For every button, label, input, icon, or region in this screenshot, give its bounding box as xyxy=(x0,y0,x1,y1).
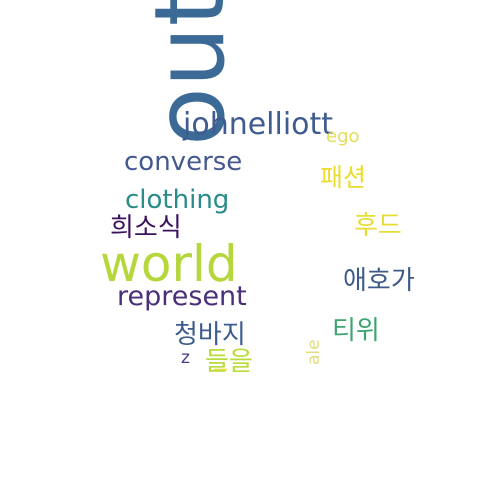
word-deuleum: 들을 xyxy=(205,347,253,377)
word-tiwi: 티위 xyxy=(332,316,380,346)
word-converse: converse xyxy=(124,147,243,177)
word-fashion: 패션 xyxy=(320,163,367,192)
word-represent: represent xyxy=(117,281,247,312)
word-small-vertical: l xyxy=(211,366,232,372)
word-johnelliott: johnelliott xyxy=(183,107,334,142)
word-cheongbaji: 청바지 xyxy=(174,320,246,350)
word-world: world xyxy=(100,235,238,293)
word-z: z xyxy=(181,348,190,368)
word-aehoga: 애호가 xyxy=(343,266,415,296)
word-ego: ego xyxy=(326,126,360,147)
word-ale: ale xyxy=(304,339,324,365)
word-clothing: clothing xyxy=(125,185,230,215)
word-heesosik: 희소식 xyxy=(110,213,182,243)
word-hood: 후드 xyxy=(354,211,402,241)
